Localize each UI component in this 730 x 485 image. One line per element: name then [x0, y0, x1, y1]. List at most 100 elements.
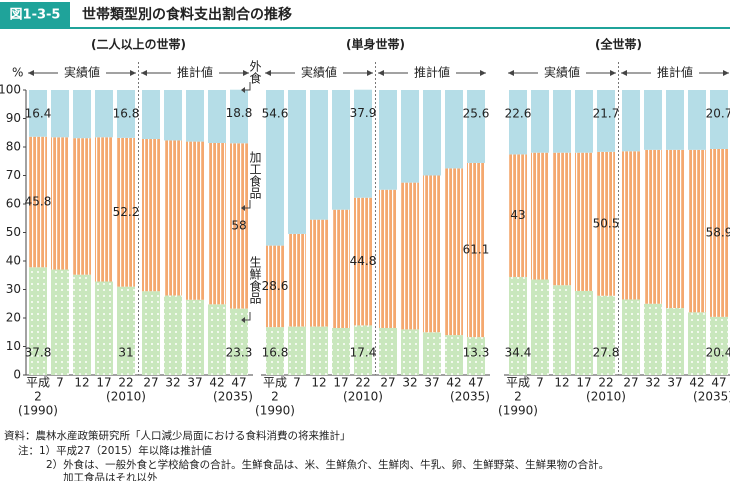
x-sub-label: (1990)	[18, 404, 58, 418]
y-tick-label: 60	[6, 197, 21, 211]
x-sub-label: (2035)	[693, 390, 730, 404]
arrow-head	[130, 70, 136, 76]
bar-segment	[186, 90, 204, 142]
arrow-head	[265, 70, 271, 76]
era-label: 平成	[263, 376, 287, 390]
y-tick-label: 20	[6, 311, 21, 325]
bar-segment	[597, 151, 615, 296]
bar-segment	[401, 182, 419, 330]
bar-segment	[445, 168, 463, 336]
data-label: 31	[118, 346, 133, 360]
data-label: 16.4	[25, 107, 52, 121]
x-sub-label: (2035)	[213, 390, 253, 404]
era-label: 平成	[506, 376, 530, 390]
y-axis-label: %	[12, 66, 23, 80]
note: 加工食品はそれ以外	[63, 471, 158, 481]
arrow-head	[141, 70, 147, 76]
data-label: 37.8	[25, 346, 52, 360]
data-label: 58	[231, 218, 246, 232]
x-sub-label: (2010)	[343, 390, 383, 404]
bar-segment	[288, 90, 306, 234]
x-sub-label: (2010)	[106, 390, 146, 404]
bar-segment	[230, 308, 248, 375]
section-label-bg	[538, 64, 586, 82]
x-tick-label: 7	[536, 376, 544, 390]
bar-segment	[310, 326, 328, 375]
note: 2）外食は、一般外食と学校給食の合計。生鮮食品は、米、生鮮魚介、生鮮肉、牛乳、卵…	[46, 458, 609, 471]
bar-segment	[51, 90, 69, 138]
x-tick-label: 37	[424, 376, 439, 390]
bar-segment	[575, 152, 593, 291]
arrow-head	[241, 87, 245, 93]
data-label: 18.8	[226, 106, 253, 120]
y-tick-label: 80	[6, 140, 21, 154]
bar-segment	[379, 189, 397, 328]
data-label: 22.6	[505, 107, 532, 121]
bar-segment	[332, 327, 350, 375]
bar-segment	[208, 90, 226, 144]
panel-title: (二人以上の世帯)	[91, 37, 186, 52]
bar-segment	[622, 151, 640, 300]
arrow-head	[378, 70, 384, 76]
bar-segment	[208, 304, 226, 375]
bar-segment	[467, 337, 485, 375]
bar-segment	[288, 326, 306, 375]
bar-segment	[51, 269, 69, 375]
bar-segment	[401, 90, 419, 183]
x-tick-label: 17	[576, 376, 591, 390]
bar-segment	[553, 90, 571, 153]
bar-segment	[688, 312, 706, 375]
x-tick-label: 37	[187, 376, 202, 390]
data-label: 28.6	[262, 279, 289, 293]
y-tick-label: 70	[6, 168, 21, 182]
bar-segment	[354, 325, 372, 375]
arrow-head	[28, 70, 34, 76]
x-tick-label: 12	[554, 376, 569, 390]
data-label: 44.8	[350, 254, 377, 268]
bar-segment	[597, 90, 615, 152]
x-tick-label: 47	[468, 376, 483, 390]
bar-segment	[423, 332, 441, 375]
legend-pointer	[244, 312, 251, 321]
x-tick-label: 2	[34, 390, 42, 404]
bar-segment	[575, 90, 593, 153]
bar-segment	[575, 290, 593, 375]
bar-segment	[51, 137, 69, 270]
note: 資料：農林水産政策研究所「人口減少局面における食料消費の将来推計」	[4, 429, 351, 442]
legend-label: 外食	[248, 60, 262, 84]
legend-label: 生鮮食品	[248, 256, 262, 304]
section-label-bg	[58, 64, 106, 82]
bar-segment	[445, 335, 463, 375]
bar-segment	[401, 329, 419, 375]
data-label: 37.9	[350, 106, 377, 120]
bar-segment	[710, 148, 728, 317]
section-label-bg	[408, 64, 456, 82]
bar-segment	[117, 90, 135, 138]
bar-segment	[288, 233, 306, 327]
bar-segment	[186, 299, 204, 375]
x-tick-label: 7	[56, 376, 64, 390]
bar-segment	[423, 175, 441, 333]
bar-segment	[509, 276, 527, 375]
bar-segment	[531, 152, 549, 280]
bar-segment	[379, 90, 397, 190]
x-tick-label: 42	[209, 376, 224, 390]
bar-segment	[142, 291, 160, 375]
arrow-head	[723, 70, 729, 76]
bar-segment	[509, 90, 527, 155]
bar-segment	[266, 327, 284, 375]
bar-segment	[622, 90, 640, 152]
bar-segment	[142, 90, 160, 140]
bar-segment	[73, 138, 91, 275]
bar-segment	[354, 197, 372, 326]
data-label: 25.6	[463, 107, 490, 121]
panel-title: (全世帯)	[595, 37, 642, 52]
bar-segment	[553, 285, 571, 375]
data-label: 27.8	[593, 346, 620, 360]
bar-segment	[310, 90, 328, 220]
y-tick-label: 10	[6, 339, 21, 353]
x-tick-label: 22	[118, 376, 133, 390]
bar-segment	[379, 327, 397, 375]
y-tick-label: 0	[13, 368, 21, 382]
bar-segment	[710, 90, 728, 149]
